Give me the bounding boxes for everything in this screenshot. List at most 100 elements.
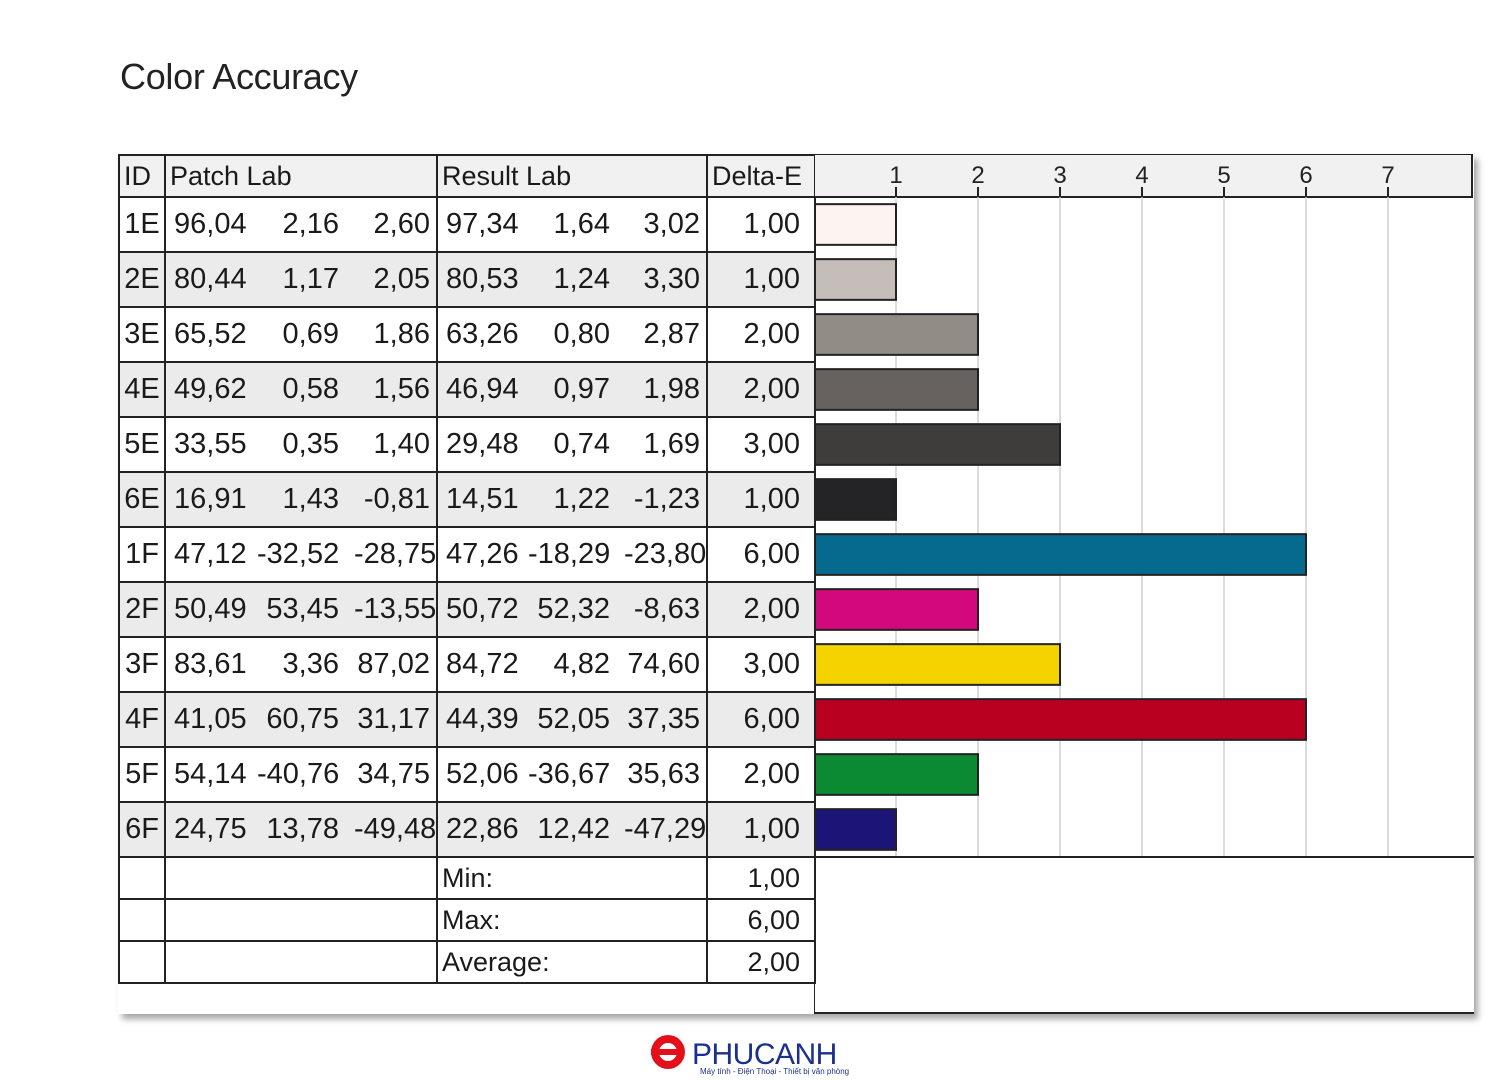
table-row: 1F 47,12 -32,52 -28,75 47,26 -18,29 -23,80 6,00 bbox=[118, 526, 816, 583]
delta-e-value: 2,00 bbox=[706, 746, 816, 803]
delta-e-bar-1E bbox=[814, 203, 897, 246]
delta-e-bar-2E bbox=[814, 258, 897, 301]
result-lab-value: 29,48 bbox=[446, 428, 519, 460]
result-lab-value: 44,39 bbox=[446, 703, 519, 735]
patch-lab-value: 87,02 bbox=[357, 648, 430, 680]
result-lab-value: 2,87 bbox=[643, 318, 700, 350]
result-lab-value: -1,23 bbox=[633, 483, 700, 515]
delta-e-bar-3F bbox=[814, 643, 1061, 686]
patch-lab-cell: 47,12 -32,52 -28,75 bbox=[164, 526, 438, 583]
patch-lab-value: 49,62 bbox=[174, 373, 247, 405]
result-lab-value: 14,51 bbox=[446, 483, 519, 515]
delta-e-value: 2,00 bbox=[706, 306, 816, 363]
patch-lab-value: 16,91 bbox=[174, 483, 247, 515]
result-lab-cell: 84,72 4,82 74,60 bbox=[436, 636, 708, 693]
result-lab-value: 12,42 bbox=[537, 813, 610, 845]
table-row: 2E 80,44 1,17 2,05 80,53 1,24 3,30 1,00 bbox=[118, 251, 816, 308]
column-header: Delta-E bbox=[706, 154, 816, 198]
result-lab-value: 84,72 bbox=[446, 648, 519, 680]
result-lab-value: 46,94 bbox=[446, 373, 519, 405]
result-lab-value: 97,34 bbox=[446, 208, 519, 240]
result-lab-value: 63,26 bbox=[446, 318, 519, 350]
delta-e-bar-5E bbox=[814, 423, 1061, 466]
x-tick-label: 6 bbox=[1299, 162, 1312, 189]
result-lab-value: 0,80 bbox=[553, 318, 610, 350]
patch-lab-value: -49,48 bbox=[354, 813, 437, 845]
result-lab-cell: 14,51 1,22 -1,23 bbox=[436, 471, 708, 528]
column-header: ID bbox=[118, 154, 166, 198]
result-lab-value: -23,80 bbox=[624, 538, 707, 570]
delta-e-bar-5F bbox=[814, 753, 979, 796]
page-title: Color Accuracy bbox=[120, 56, 358, 97]
delta-e-bar-6E bbox=[814, 478, 897, 521]
patch-lab-cell: 96,04 2,16 2,60 bbox=[164, 196, 438, 253]
patch-lab-value: 1,56 bbox=[373, 373, 430, 405]
delta-e-value: 3,00 bbox=[706, 416, 816, 473]
patch-lab-cell: 49,62 0,58 1,56 bbox=[164, 361, 438, 418]
result-lab-value: 37,35 bbox=[627, 703, 700, 735]
patch-lab-value: 60,75 bbox=[266, 703, 339, 735]
patch-lab-value: 1,40 bbox=[373, 428, 430, 460]
patch-lab-value: 53,45 bbox=[266, 593, 339, 625]
patch-lab-value: 33,55 bbox=[174, 428, 247, 460]
delta-e-bar-1F bbox=[814, 533, 1307, 576]
patch-id: 6F bbox=[118, 801, 166, 858]
patch-lab-cell: 83,61 3,36 87,02 bbox=[164, 636, 438, 693]
patch-lab-value: 13,78 bbox=[266, 813, 339, 845]
table-row: 5E 33,55 0,35 1,40 29,48 0,74 1,69 3,00 bbox=[118, 416, 816, 473]
result-lab-cell: 44,39 52,05 37,35 bbox=[436, 691, 708, 748]
result-lab-value: 50,72 bbox=[446, 593, 519, 625]
delta-e-value: 6,00 bbox=[706, 691, 816, 748]
patch-lab-cell: 54,14 -40,76 34,75 bbox=[164, 746, 438, 803]
delta-e-chart-svg: 1 2 3 4 5 6 7 bbox=[814, 154, 1474, 1014]
result-lab-value: 35,63 bbox=[627, 758, 700, 790]
color-accuracy-panel: ID Patch Lab Result Lab Delta-E 1E 96,04 2,16 2… bbox=[118, 154, 1474, 1014]
patch-lab-cell: 16,91 1,43 -0,81 bbox=[164, 471, 438, 528]
summary-label: Min: bbox=[436, 856, 708, 900]
result-lab-value: 0,97 bbox=[553, 373, 610, 405]
x-tick-label: 4 bbox=[1135, 162, 1148, 189]
result-lab-value: 3,30 bbox=[643, 263, 700, 295]
delta-e-value: 2,00 bbox=[706, 581, 816, 638]
table-row: 3F 83,61 3,36 87,02 84,72 4,82 74,60 3,00 bbox=[118, 636, 816, 693]
patch-lab-value: 2,05 bbox=[373, 263, 430, 295]
patch-id: 5F bbox=[118, 746, 166, 803]
result-lab-value: 3,02 bbox=[643, 208, 700, 240]
patch-lab-value: 83,61 bbox=[174, 648, 247, 680]
patch-id: 4E bbox=[118, 361, 166, 418]
logo-tagline: Máy tính - Điện Thoại - Thiết bị văn phò… bbox=[700, 1067, 849, 1076]
table-row: 4E 49,62 0,58 1,56 46,94 0,97 1,98 2,00 bbox=[118, 361, 816, 418]
result-lab-value: 1,69 bbox=[643, 428, 700, 460]
result-lab-value: 22,86 bbox=[446, 813, 519, 845]
result-lab-cell: 50,72 52,32 -8,63 bbox=[436, 581, 708, 638]
patch-lab-value: 1,43 bbox=[282, 483, 339, 515]
delta-e-bar-2F bbox=[814, 588, 979, 631]
result-lab-value: -18,29 bbox=[528, 538, 611, 570]
summary-value: 6,00 bbox=[706, 898, 816, 942]
result-lab-cell: 29,48 0,74 1,69 bbox=[436, 416, 708, 473]
delta-e-value: 1,00 bbox=[706, 471, 816, 528]
result-lab-cell: 46,94 0,97 1,98 bbox=[436, 361, 708, 418]
result-lab-cell: 52,06 -36,67 35,63 bbox=[436, 746, 708, 803]
x-tick-label: 3 bbox=[1053, 162, 1066, 189]
summary-label: Max: bbox=[436, 898, 708, 942]
patch-lab-value: -40,76 bbox=[257, 758, 340, 790]
patch-id: 3F bbox=[118, 636, 166, 693]
patch-lab-value: 65,52 bbox=[174, 318, 247, 350]
result-lab-cell: 97,34 1,64 3,02 bbox=[436, 196, 708, 253]
patch-lab-value: -28,75 bbox=[354, 538, 437, 570]
patch-lab-value: 54,14 bbox=[174, 758, 247, 790]
delta-e-bar-4E bbox=[814, 368, 979, 411]
result-lab-value: 1,98 bbox=[643, 373, 700, 405]
summary-row: Average: 2,00 bbox=[118, 940, 816, 984]
delta-e-value: 6,00 bbox=[706, 526, 816, 583]
x-tick-label: 7 bbox=[1381, 162, 1394, 189]
result-lab-value: 1,64 bbox=[553, 208, 610, 240]
summary-value: 2,00 bbox=[706, 940, 816, 984]
result-lab-value: -47,29 bbox=[624, 813, 707, 845]
table-header-row: ID Patch Lab Result Lab Delta-E bbox=[118, 154, 816, 198]
patch-id: 3E bbox=[118, 306, 166, 363]
delta-e-chart: 1 2 3 4 5 6 7 bbox=[814, 154, 1474, 1014]
patch-lab-cell: 50,49 53,45 -13,55 bbox=[164, 581, 438, 638]
patch-lab-value: 24,75 bbox=[174, 813, 247, 845]
